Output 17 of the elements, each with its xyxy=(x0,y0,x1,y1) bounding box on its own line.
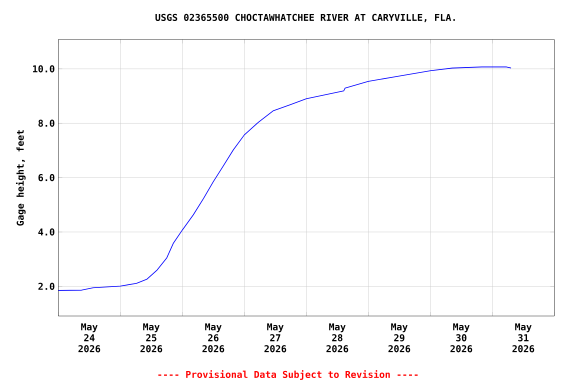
y-tick-label: 8.0 xyxy=(38,120,54,127)
y-tick-label: 10.0 xyxy=(33,65,54,72)
x-tick-label: May 24 2026 xyxy=(78,323,100,352)
text: ---- Provisional Data Subject to Revision ---- xyxy=(158,370,418,380)
x-tick-label: May 30 2026 xyxy=(450,323,472,352)
chart-title: USGS 02365500 CHOCTAWHATCHEE RIVER AT CARYVILLE, FLA. xyxy=(155,14,455,22)
x-tick-label: May 27 2026 xyxy=(264,323,286,352)
x-tick-label: May 25 2026 xyxy=(140,323,162,352)
x-tick-label: May 28 2026 xyxy=(326,323,348,352)
line-series xyxy=(58,66,512,291)
y-tick-label: 6.0 xyxy=(38,174,54,182)
x-tick-label: May 26 2026 xyxy=(202,323,224,352)
y-tick-label: 4.0 xyxy=(38,228,54,236)
y-tick-label: 2.0 xyxy=(38,282,54,290)
y-axis-title: Gage height, feet xyxy=(16,130,26,226)
x-tick-label: May 31 2026 xyxy=(512,323,534,352)
x-tick-label: May 29 2026 xyxy=(388,323,410,352)
